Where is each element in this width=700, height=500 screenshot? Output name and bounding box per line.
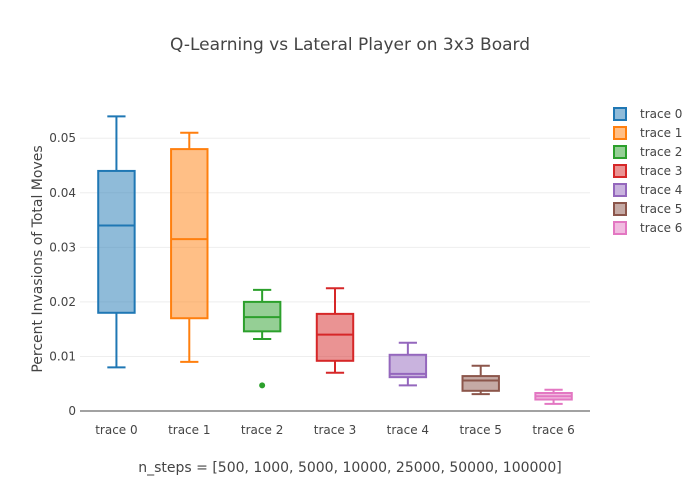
- y-tick-label: 0.01: [49, 349, 76, 363]
- x-tick-label: trace 6: [532, 423, 574, 437]
- box-trace-6[interactable]: [534, 388, 573, 405]
- box-iqr: [170, 148, 209, 320]
- chart-title: Q-Learning vs Lateral Player on 3x3 Boar…: [170, 35, 530, 55]
- legend-swatch: [613, 202, 627, 216]
- y-tick-label: 0.03: [49, 240, 76, 254]
- legend-item-5[interactable]: trace 5: [613, 202, 682, 216]
- legend[interactable]: trace 0 trace 1 trace 2 trace 3 trace 4 trace…: [613, 107, 682, 235]
- y-tick-label: 0.04: [49, 186, 76, 200]
- legend-item-3[interactable]: trace 3: [613, 164, 682, 178]
- legend-label: trace 5: [640, 202, 682, 216]
- legend-label: trace 4: [640, 183, 682, 197]
- box-traces[interactable]: [97, 115, 573, 405]
- legend-label: trace 3: [640, 164, 682, 178]
- legend-swatch: [613, 145, 627, 159]
- legend-label: trace 0: [640, 107, 682, 121]
- legend-swatch: [613, 183, 627, 197]
- x-tick-label: trace 1: [168, 423, 210, 437]
- x-axis-title: n_steps = [500, 1000, 5000, 10000, 25000…: [138, 460, 561, 476]
- legend-swatch: [613, 221, 627, 235]
- legend-item-6[interactable]: trace 6: [613, 221, 682, 235]
- y-tick-label: 0: [68, 404, 76, 418]
- box-iqr: [388, 353, 428, 379]
- x-axis-ticks: trace 0 trace 1 trace 2 trace 3 trace 4 trace…: [95, 423, 575, 437]
- legend-swatch: [613, 126, 627, 140]
- legend-item-2[interactable]: trace 2: [613, 145, 682, 159]
- legend-item-4[interactable]: trace 4: [613, 183, 682, 197]
- outlier-point: [259, 382, 266, 389]
- box-trace-1[interactable]: [170, 131, 209, 363]
- box-trace-4[interactable]: [388, 341, 428, 387]
- x-tick-label: trace 3: [314, 423, 356, 437]
- x-tick-label: trace 2: [241, 423, 283, 437]
- box-trace-0[interactable]: [97, 115, 136, 369]
- y-axis-ticks: 0 0.01 0.02 0.03 0.04 0.05: [49, 131, 76, 418]
- y-tick-label: 0.05: [49, 131, 76, 145]
- legend-item-1[interactable]: trace 1: [613, 126, 682, 140]
- legend-label: trace 2: [640, 145, 682, 159]
- legend-swatch: [613, 164, 627, 178]
- box-iqr: [315, 312, 355, 362]
- box-trace-2[interactable]: [242, 288, 282, 389]
- legend-label: trace 1: [640, 126, 682, 140]
- y-tick-label: 0.02: [49, 295, 76, 309]
- x-tick-label: trace 4: [387, 423, 429, 437]
- box-trace-5[interactable]: [461, 364, 500, 396]
- legend-item-0[interactable]: trace 0: [613, 107, 682, 121]
- box-iqr: [461, 375, 500, 392]
- box-iqr: [97, 169, 136, 314]
- x-tick-label: trace 0: [95, 423, 137, 437]
- x-tick-label: trace 5: [460, 423, 502, 437]
- box-trace-3[interactable]: [315, 287, 355, 374]
- legend-swatch: [613, 107, 627, 121]
- grid-lines: [80, 137, 590, 412]
- legend-label: trace 6: [640, 221, 682, 235]
- y-axis-title: Percent Invasions of Total Moves: [30, 145, 46, 372]
